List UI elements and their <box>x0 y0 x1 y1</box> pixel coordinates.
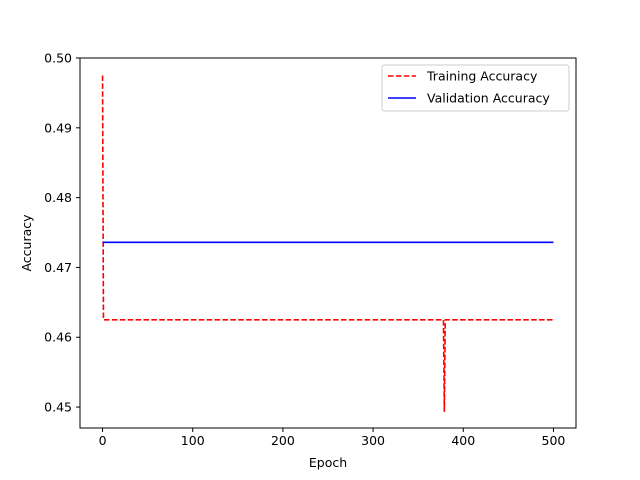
legend: Training Accuracy Validation Accuracy <box>381 64 570 112</box>
x-axis-ticks: 0 100 200 300 400 500 <box>99 428 566 448</box>
x-tick-label: 100 <box>181 433 205 448</box>
y-tick-label: 0.49 <box>44 120 72 135</box>
y-tick-label: 0.46 <box>44 330 72 345</box>
legend-label: Training Accuracy <box>426 69 538 84</box>
x-tick-label: 200 <box>271 433 295 448</box>
x-tick-label: 300 <box>361 433 385 448</box>
y-tick-label: 0.50 <box>44 51 72 66</box>
y-axis-ticks: 0.45 0.46 0.47 0.48 0.49 0.50 <box>44 51 80 415</box>
x-tick-label: 0 <box>99 433 107 448</box>
y-tick-label: 0.45 <box>44 400 72 415</box>
series-layer <box>101 75 554 413</box>
series-line-training-accuracy <box>101 75 554 413</box>
y-axis-label: Accuracy <box>19 214 34 272</box>
x-axis-label: Epoch <box>309 455 347 470</box>
y-tick-label: 0.48 <box>44 190 72 205</box>
legend-box <box>381 64 570 112</box>
y-tick-label: 0.47 <box>44 260 72 275</box>
x-tick-label: 500 <box>542 433 566 448</box>
legend-label: Validation Accuracy <box>427 91 550 106</box>
plot-frame <box>79 57 577 429</box>
x-tick-label: 400 <box>451 433 475 448</box>
